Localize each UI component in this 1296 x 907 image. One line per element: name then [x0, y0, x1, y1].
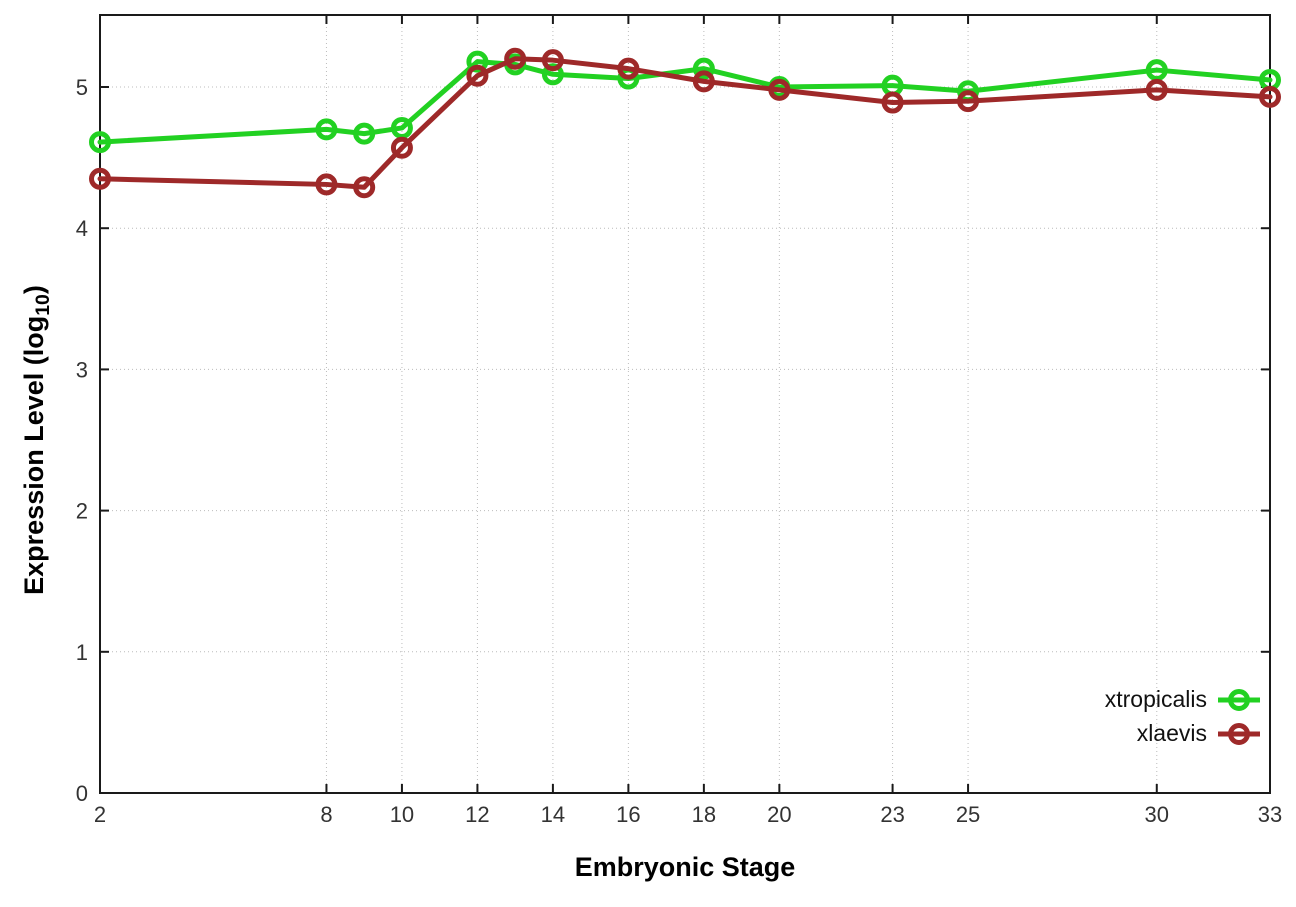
- x-tick-label: 30: [1145, 802, 1169, 827]
- legend-marker-xtropicalis-icon: [1218, 688, 1260, 711]
- x-tick-label: 14: [541, 802, 565, 827]
- y-axis-label-text: Expression Level (log: [18, 315, 49, 595]
- y-axis-label: Expression Level (log10): [19, 285, 55, 595]
- y-tick-label: 3: [76, 357, 88, 382]
- data-point-xlaevis: [541, 49, 564, 72]
- x-tick-label: 10: [390, 802, 414, 827]
- x-tick-label: 16: [616, 802, 640, 827]
- data-point-xlaevis: [692, 70, 715, 93]
- data-point-xlaevis: [1145, 78, 1168, 101]
- x-tick-label: 18: [692, 802, 716, 827]
- data-point-xlaevis: [353, 176, 376, 199]
- data-point-xlaevis: [768, 78, 791, 101]
- x-axis-label: Embryonic Stage: [574, 852, 796, 882]
- x-tick-label: 23: [880, 802, 904, 827]
- data-point-xtropicalis: [541, 63, 564, 86]
- data-point-xlaevis: [617, 57, 640, 80]
- x-tick-label: 33: [1258, 802, 1282, 827]
- legend-label-xlaevis: xlaevis: [1136, 720, 1207, 746]
- y-axis-label-subscript: 10: [32, 294, 55, 316]
- legend-row-xtropicalis: xtropicalis: [1105, 684, 1262, 715]
- data-point-xlaevis: [466, 64, 489, 87]
- y-tick-label: 4: [76, 216, 88, 241]
- legend: xtropicalis xlaevis: [1105, 684, 1262, 749]
- data-point-xtropicalis: [353, 122, 376, 145]
- data-point-xtropicalis: [315, 118, 338, 141]
- series-line-xtropicalis: [97, 59, 1273, 145]
- y-axis-label-close: ): [18, 285, 49, 295]
- legend-marker-xlaevis-icon: [1218, 722, 1260, 745]
- y-tick-label: 1: [76, 640, 88, 665]
- x-tick-label: 2: [94, 802, 106, 827]
- x-tick-label: 8: [320, 802, 332, 827]
- x-tick-label: 12: [465, 802, 489, 827]
- y-tick-label: 0: [76, 781, 88, 806]
- legend-row-xlaevis: xlaevis: [1105, 718, 1262, 749]
- plot-border: [99, 14, 1271, 794]
- data-point-xlaevis: [504, 47, 527, 70]
- data-point-xlaevis: [957, 90, 980, 113]
- data-point-xlaevis: [315, 173, 338, 196]
- data-point-xtropicalis: [1145, 59, 1168, 82]
- y-tick-label: 2: [76, 499, 88, 524]
- data-point-xtropicalis: [692, 57, 715, 80]
- data-point-xlaevis: [390, 136, 413, 159]
- y-tick-label: 5: [76, 75, 88, 100]
- data-point-xtropicalis: [89, 131, 111, 154]
- legend-label-xtropicalis: xtropicalis: [1104, 686, 1207, 712]
- x-tick-label: 25: [956, 802, 980, 827]
- data-point-xlaevis: [89, 167, 111, 190]
- data-point-xtropicalis: [390, 116, 413, 139]
- x-tick-label: 20: [767, 802, 791, 827]
- data-point-xtropicalis: [466, 50, 489, 73]
- data-point-xlaevis: [881, 91, 904, 114]
- data-point-xlaevis: [1259, 85, 1281, 108]
